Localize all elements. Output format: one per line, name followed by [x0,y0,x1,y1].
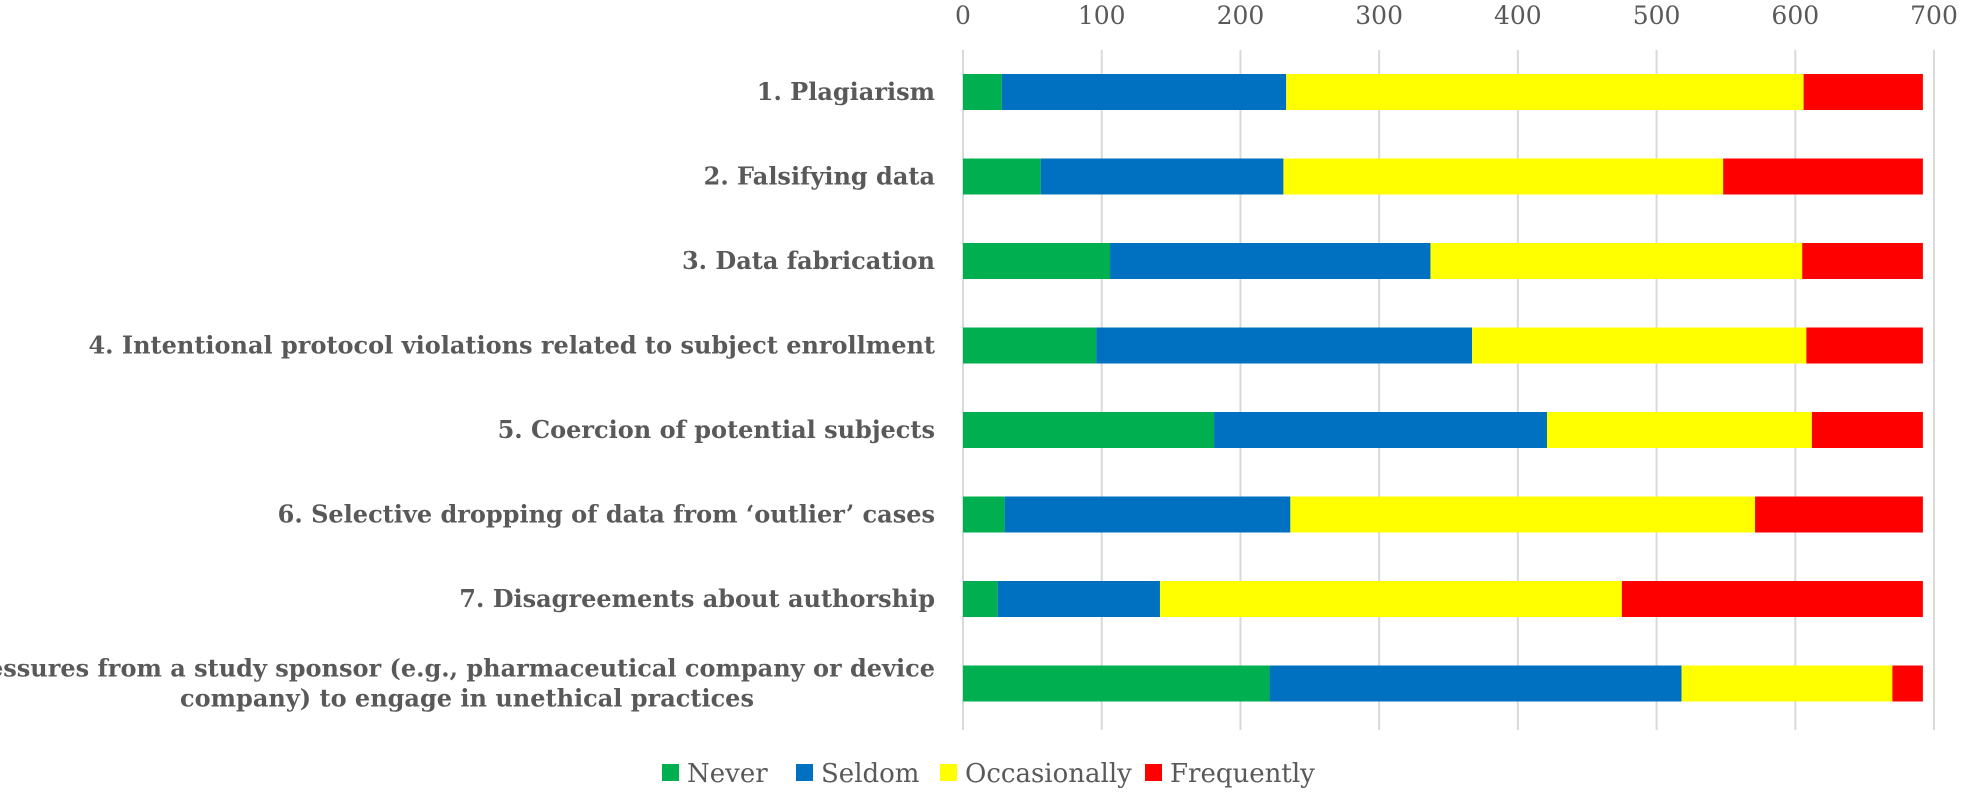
x-tick-label: 100 [1078,1,1126,30]
bars [963,74,1923,702]
bar-segment-seldom [1214,412,1547,448]
x-tick-label: 300 [1355,1,1403,30]
legend-label-occasionally: Occasionally [965,759,1132,789]
bar-segment-frequently [1802,243,1923,279]
x-tick-label: 0 [955,1,971,30]
x-tick-label: 700 [1910,1,1958,30]
bar-segment-frequently [1803,74,1923,110]
bar-segment-seldom [1001,74,1287,110]
bar-segment-seldom [1096,327,1473,364]
category-label: company) to engage in unethical practice… [180,684,754,713]
bar-segment-occasionally [1472,327,1807,364]
legend-label-never: Never [687,759,768,789]
bar-segment-never [963,327,1097,364]
bar-segment-frequently [1811,412,1923,448]
bar-segment-frequently [1723,158,1923,195]
bar-segment-never [963,74,1002,110]
bar-segment-occasionally [1290,496,1756,533]
bar-segment-never [963,496,1005,533]
bar-segment-never [963,158,1041,195]
bar-segment-frequently [1892,665,1923,702]
bar-segment-never [963,412,1215,448]
legend-label-seldom: Seldom [821,759,919,789]
bar-segment-occasionally [1286,74,1804,110]
category-label: 3. Data fabrication [682,246,935,275]
category-label: 8. Pressures from a study sponsor (e.g.,… [0,654,935,683]
legend-swatch-occasionally [940,764,957,781]
category-label: 1. Plagiarism [757,77,935,106]
legend-label-frequently: Frequently [1170,759,1315,789]
category-labels: 1. Plagiarism 2. Falsifying data 3. Data f… [0,77,935,713]
x-tick-label: 200 [1217,1,1265,30]
legend: Never Seldom Occasionally Frequently [662,759,1315,789]
legend-swatch-seldom [796,764,813,781]
category-label: 7. Disagreements about authorship [459,584,935,613]
bar-segment-occasionally [1546,412,1812,448]
x-tick-label: 600 [1771,1,1819,30]
bar-segment-seldom [997,581,1160,617]
bar-segment-frequently [1621,581,1923,617]
legend-swatch-frequently [1145,764,1162,781]
bar-segment-seldom [1269,665,1682,702]
bar-segment-frequently [1806,327,1923,364]
bar-segment-occasionally [1159,581,1622,617]
bar-segment-never [963,243,1111,279]
bar-segment-never [963,581,998,617]
bar-segment-occasionally [1283,158,1724,195]
bar-segment-occasionally [1430,243,1803,279]
gridlines [962,50,1935,730]
x-tick-label: 400 [1494,1,1542,30]
bar-segment-never [963,665,1270,702]
category-label: 4. Intentional protocol violations relat… [88,331,935,360]
bar-segment-frequently [1755,496,1923,533]
x-tick-label: 500 [1633,1,1681,30]
bar-segment-seldom [1110,243,1431,279]
bar-segment-occasionally [1681,665,1893,702]
legend-swatch-never [662,764,679,781]
category-label: 5. Coercion of potential subjects [498,415,935,444]
x-axis-ticks: 0 100 200 300 400 500 600 700 [955,1,1958,30]
category-label: 2. Falsifying data [704,162,935,191]
bar-segment-seldom [1004,496,1291,533]
bar-segment-seldom [1040,158,1284,195]
category-label: 6. Selective dropping of data from ‘outl… [278,500,935,529]
